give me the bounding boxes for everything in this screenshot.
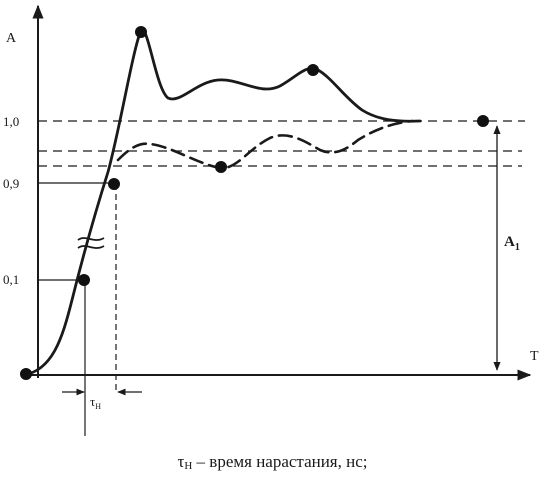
caption-subscript: Н (184, 460, 193, 472)
caption-symbol: τ (177, 452, 185, 471)
x-axis-label: T (530, 349, 539, 364)
second-peak-dot (307, 64, 319, 76)
dashed-trough-dot (215, 161, 227, 173)
rise-time-label: τН (90, 394, 101, 411)
tick-label-0-1: 0,1 (3, 272, 19, 287)
tick-label-1-0: 1,0 (3, 114, 19, 129)
start-point-dot (20, 368, 32, 380)
point-0-9-dot (108, 178, 120, 190)
curve-break-mark-upper (77, 237, 105, 241)
response-curve (22, 28, 422, 377)
y-axis-label: A (6, 31, 17, 46)
caption: τН – время нарастания, нс; (0, 452, 545, 472)
amplitude-a1-label: A1 (504, 234, 520, 253)
point-0-1-dot (78, 274, 90, 286)
caption-text: – время нарастания, нс; (192, 452, 368, 471)
curve-break-mark-lower (77, 245, 105, 249)
steady-state-dot (477, 115, 489, 127)
peak-dot (135, 26, 147, 38)
dashed-response-curve (116, 119, 414, 170)
tick-label-0-9: 0,9 (3, 176, 19, 191)
